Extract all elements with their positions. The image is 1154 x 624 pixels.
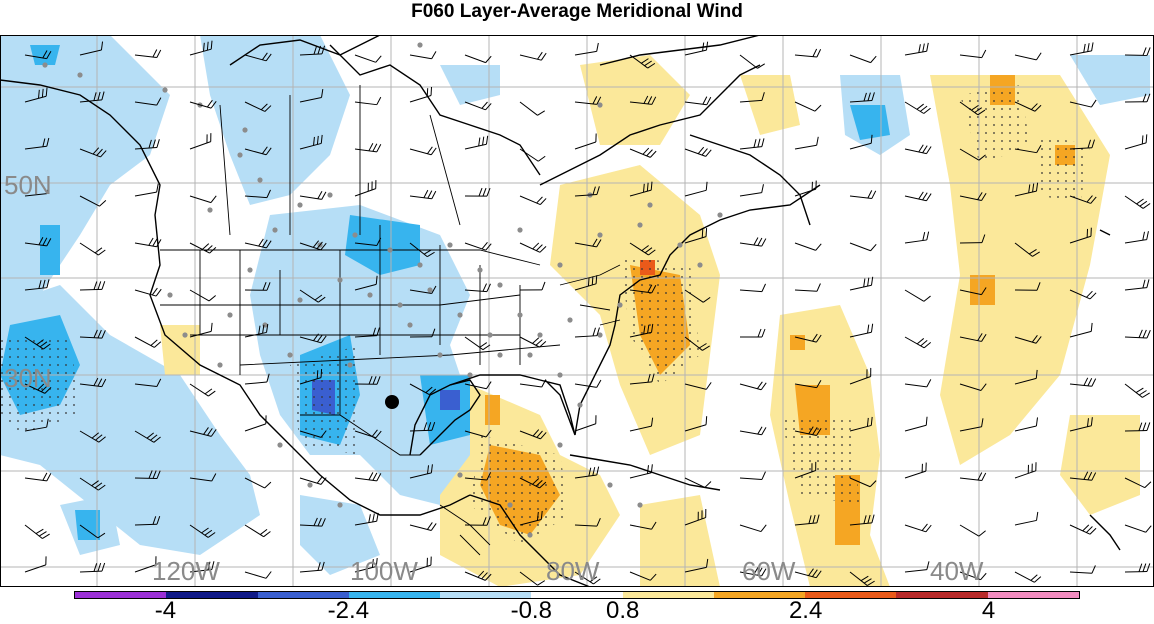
station-dot — [287, 352, 292, 357]
station-dot — [517, 312, 522, 317]
station-dot — [417, 42, 422, 47]
station-dot — [597, 102, 602, 107]
station-dot — [497, 282, 502, 287]
station-dot — [557, 262, 562, 267]
station-dot — [207, 207, 212, 212]
station-dot — [447, 242, 452, 247]
lon-label-60w: 60W — [742, 558, 795, 584]
station-dot — [367, 292, 372, 297]
colorbar-segment — [988, 592, 1079, 598]
colorbar — [74, 591, 1080, 599]
chart-title: F060 Layer-Average Meridional Wind — [0, 0, 1154, 30]
station-dot — [677, 242, 682, 247]
station-dot — [437, 352, 442, 357]
station-dot — [337, 277, 342, 282]
colorbar-tick-label: 2.4 — [789, 598, 822, 624]
station-dot — [467, 372, 472, 377]
station-dot — [162, 87, 167, 92]
colorbar-segment — [896, 592, 987, 598]
station-dot — [697, 262, 702, 267]
station-dot — [417, 262, 422, 267]
colorbar-segment — [166, 592, 257, 598]
lon-label-100w: 100W — [350, 558, 418, 584]
station-dot — [507, 502, 512, 507]
map-panel: 120W 100W 80W 60W 40W 50N 30N — [0, 35, 1154, 587]
station-dot — [77, 72, 82, 77]
station-dot — [327, 192, 332, 197]
colorbar-segment — [75, 592, 166, 598]
colorbar-tick-label: 4 — [982, 598, 995, 624]
station-dot — [427, 287, 432, 292]
station-dot — [527, 532, 532, 537]
station-dot — [457, 472, 462, 477]
station-dot — [297, 202, 302, 207]
station-dot — [647, 202, 652, 207]
station-dot — [347, 362, 352, 367]
station-dot — [307, 482, 312, 487]
station-dot — [557, 442, 562, 447]
station-dot — [457, 312, 462, 317]
lat-label-50n: 50N — [4, 172, 52, 198]
station-dot — [407, 322, 412, 327]
wind-map — [0, 35, 1154, 587]
hurricane-marker — [385, 395, 399, 409]
lon-label-40w: 40W — [930, 558, 983, 584]
station-dot — [272, 227, 277, 232]
station-dot — [257, 177, 262, 182]
station-dot — [182, 332, 187, 337]
station-dot — [42, 62, 47, 67]
station-dot — [537, 332, 542, 337]
station-dot — [352, 232, 357, 237]
station-dot — [557, 372, 562, 377]
station-dot — [607, 482, 612, 487]
station-dot — [387, 247, 392, 252]
station-dot — [397, 302, 402, 307]
colorbar-tick-label: -2.4 — [328, 598, 369, 624]
station-dot — [237, 152, 242, 157]
colorbar-tick-label: -4 — [155, 598, 176, 624]
lon-label-120w: 120W — [152, 558, 220, 584]
station-dot — [617, 302, 622, 307]
colorbar-tick-label: 0.8 — [606, 598, 639, 624]
station-dot — [217, 362, 222, 367]
station-dot — [517, 227, 522, 232]
lat-label-30n: 30N — [4, 365, 52, 391]
station-dot — [277, 442, 282, 447]
station-dot — [242, 127, 247, 132]
lon-label-80w: 80W — [546, 558, 599, 584]
station-dot — [247, 267, 252, 272]
station-dot — [227, 312, 232, 317]
station-dot — [337, 502, 342, 507]
station-dot — [477, 267, 482, 272]
station-dot — [717, 212, 722, 217]
station-dot — [527, 352, 532, 357]
station-dot — [297, 297, 302, 302]
station-dot — [487, 332, 492, 337]
station-dot — [167, 292, 172, 297]
station-dot — [637, 502, 642, 507]
station-dot — [567, 317, 572, 322]
station-dot — [577, 402, 582, 407]
station-dot — [637, 222, 642, 227]
station-dot — [497, 352, 502, 357]
station-dot — [597, 232, 602, 237]
colorbar-tick-label: -0.8 — [511, 598, 552, 624]
